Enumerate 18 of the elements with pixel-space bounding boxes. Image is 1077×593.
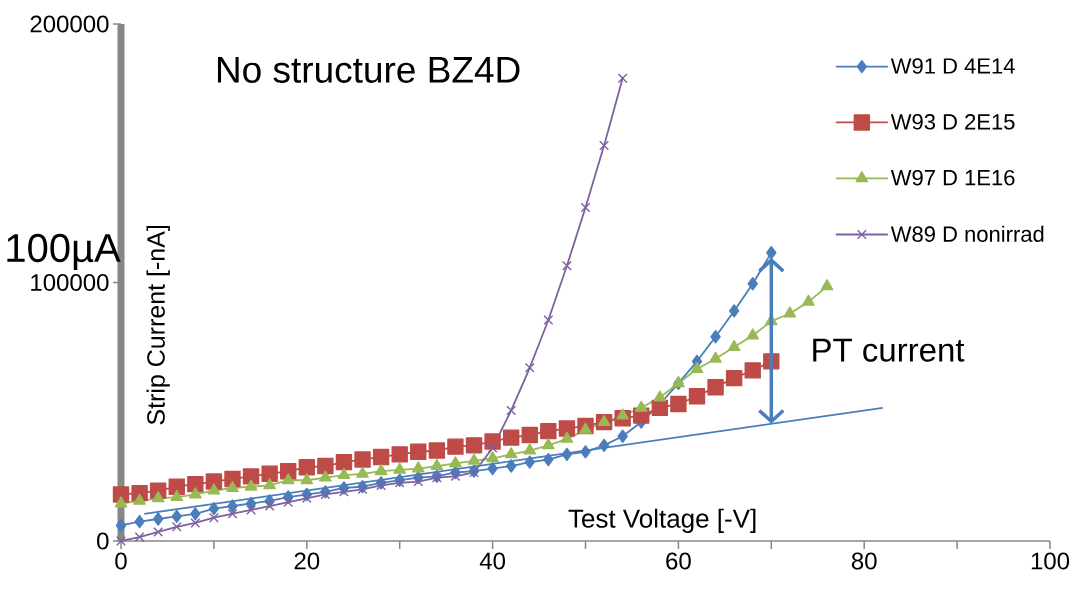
y-axis-title: Strip Current [-nA] — [146, 225, 170, 425]
annotation: PT current — [813, 338, 965, 362]
x-tick-label: 100 — [1031, 552, 1070, 570]
y-tick-label: 100000 — [31, 274, 109, 291]
y-tick-label: 0 — [97, 532, 109, 550]
y-tick-label: 200000 — [30, 15, 109, 33]
legend-label: W93 D 2E15 — [890, 114, 1015, 130]
text: 100µA — [7, 233, 121, 271]
legend-label: W89 D nonirrad — [890, 225, 1044, 242]
legend-label: W97 D 1E16 — [890, 169, 1015, 186]
x-axis-title: Test Voltage [-V] — [568, 508, 756, 533]
x-tick-label: 20 — [294, 552, 320, 570]
legend-label: W91 D 4E14 — [890, 58, 1015, 74]
x-tick-label: 60 — [666, 552, 691, 570]
x-tick-label: 0 — [115, 552, 127, 570]
text: No structure BZ4D — [217, 57, 520, 83]
x-tick-label: 80 — [851, 552, 877, 570]
x-tick-label: 40 — [479, 552, 506, 570]
